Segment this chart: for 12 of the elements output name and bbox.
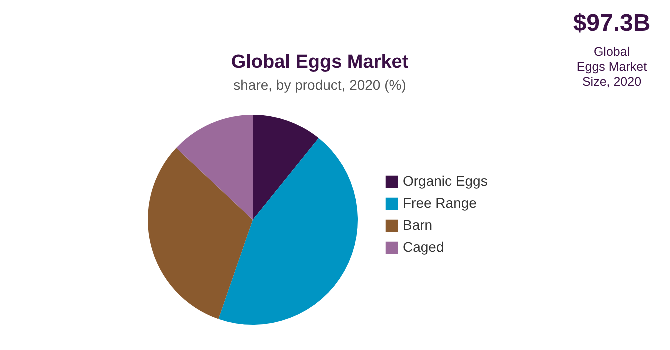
legend-label: Organic Eggs [403,173,488,189]
legend-label: Barn [403,217,433,233]
pie-slice [148,148,253,320]
chart-title: Global Eggs Market [231,52,410,73]
legend-label: Free Range [403,195,478,211]
pie-slice [253,115,319,220]
text: $97.3B [573,10,651,37]
pie-slice [218,138,358,325]
chart-subtitle: share, by product, 2020 (%) [234,77,406,93]
text: Global Eggs Market Size, 2020 [576,45,648,89]
legend-label: Caged [403,239,444,255]
pie-slice [176,115,253,220]
